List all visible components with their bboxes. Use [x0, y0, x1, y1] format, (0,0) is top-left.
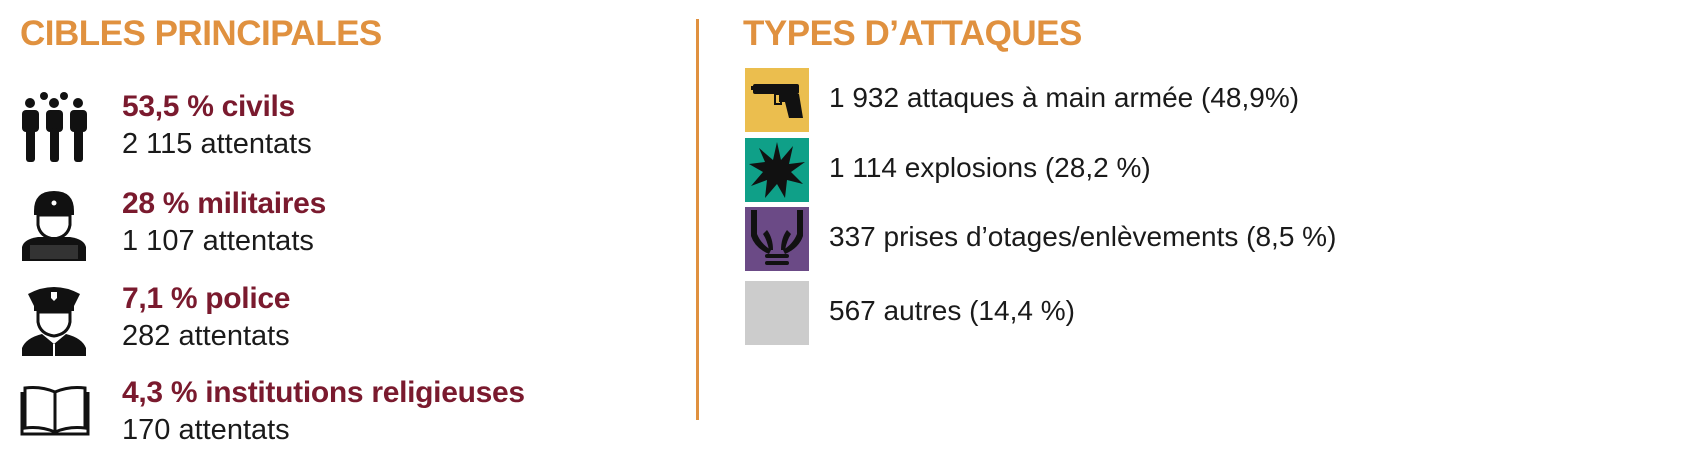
explosion-icon [749, 142, 805, 198]
attack-label: 337 prises d’otages/enlèvements (8,5 %) [829, 221, 1337, 252]
bound-hands-icon [751, 210, 803, 265]
attacks-title: TYPES D’ATTAQUES [743, 14, 1082, 53]
target-count: 282 attentats [122, 320, 290, 352]
attack-armed: 1 932 attaques à main armée (48,9%) [745, 68, 1645, 135]
color-swatch [745, 68, 809, 132]
color-swatch [745, 207, 809, 271]
attack-label: 1 114 explosions (28,2 %) [829, 152, 1151, 183]
attack-label: 567 autres (14,4 %) [829, 295, 1075, 326]
civilians-icon [22, 92, 87, 162]
police-officer-icon [22, 287, 86, 356]
column-divider [696, 19, 699, 420]
color-swatch [745, 281, 809, 345]
target-pct: 28 % militaires [122, 187, 326, 220]
open-book-icon [20, 386, 90, 436]
target-pct: 4,3 % institutions religieuses [122, 376, 525, 409]
soldier-icon [22, 191, 86, 261]
target-military: 28 % militaires 1 107 attentats [20, 187, 660, 279]
attack-explosion: 1 114 explosions (28,2 %) [745, 138, 1645, 205]
target-pct: 7,1 % police [122, 282, 291, 315]
handgun-icon [751, 84, 803, 118]
target-count: 2 115 attentats [122, 128, 312, 160]
targets-title: CIBLES PRINCIPALES [20, 14, 382, 53]
target-religious: 4,3 % institutions religieuses 170 atten… [20, 376, 660, 468]
target-police: 7,1 % police 282 attentats [20, 282, 660, 374]
target-civilians: 53,5 % civils 2 115 attentats [20, 90, 660, 182]
target-pct: 53,5 % civils [122, 90, 295, 123]
attack-hostage: 337 prises d’otages/enlèvements (8,5 %) [745, 207, 1645, 274]
attack-other: 567 autres (14,4 %) [745, 281, 1645, 348]
color-swatch [745, 138, 809, 202]
target-count: 170 attentats [122, 414, 290, 446]
target-count: 1 107 attentats [122, 225, 314, 257]
attack-label: 1 932 attaques à main armée (48,9%) [829, 82, 1300, 113]
